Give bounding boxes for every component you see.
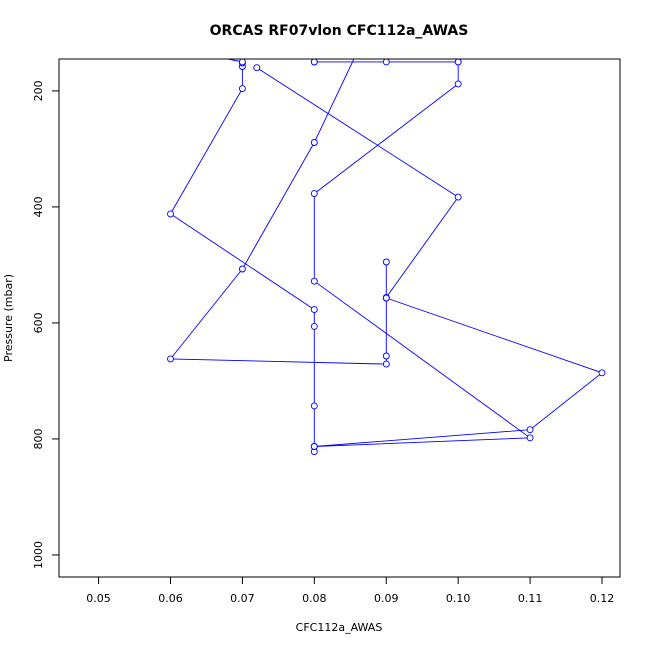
data-point xyxy=(454,193,462,201)
data-point xyxy=(454,59,462,66)
x-axis-title: CFC112a_AWAS xyxy=(296,621,383,634)
x-tick-label: 0.05 xyxy=(86,592,111,605)
data-point xyxy=(310,402,318,410)
data-point xyxy=(167,210,174,218)
x-tick-label: 0.12 xyxy=(590,592,615,605)
x-tick-label: 0.11 xyxy=(518,592,543,605)
chart-title: ORCAS RF07vlon CFC112a_AWAS xyxy=(210,23,469,39)
data-point xyxy=(310,59,318,66)
x-tick-label: 0.10 xyxy=(446,592,471,605)
data-point xyxy=(382,258,390,266)
data-point xyxy=(310,443,318,450)
y-tick-label: 600 xyxy=(32,312,45,333)
data-point xyxy=(382,294,390,302)
x-tick-label: 0.06 xyxy=(158,592,183,605)
y-tick-label: 800 xyxy=(32,428,45,449)
data-point xyxy=(238,85,246,93)
series-line-1 xyxy=(169,59,532,452)
plot-frame xyxy=(58,58,621,578)
data-point xyxy=(238,59,246,66)
x-axis: 0.05 0.06 0.07 0.08 0.09 0.10 0.11 0.12 xyxy=(86,576,615,605)
y-axis-title: Pressure (mbar) xyxy=(2,274,15,362)
data-point xyxy=(310,277,318,285)
y-axis: 200 400 600 800 1000 xyxy=(32,80,60,569)
data-point xyxy=(238,265,246,273)
data-point xyxy=(167,355,174,363)
data-point xyxy=(526,434,534,442)
x-tick-label: 0.09 xyxy=(374,592,399,605)
data-point xyxy=(598,369,606,377)
plot-area xyxy=(167,59,606,456)
x-tick-label: 0.07 xyxy=(230,592,255,605)
y-tick-label: 200 xyxy=(32,80,45,101)
y-tick-label: 400 xyxy=(32,196,45,217)
x-tick-label: 0.08 xyxy=(302,592,327,605)
data-point xyxy=(382,352,390,360)
data-point xyxy=(310,139,318,146)
data-point xyxy=(526,426,534,434)
data-point xyxy=(253,64,261,72)
data-point xyxy=(310,306,318,314)
data-point xyxy=(454,80,462,88)
data-point xyxy=(310,322,318,330)
data-point xyxy=(382,59,390,66)
data-point xyxy=(310,190,318,198)
data-point xyxy=(382,360,390,368)
series-line-3 xyxy=(314,297,603,447)
y-tick-label: 1000 xyxy=(32,541,45,569)
